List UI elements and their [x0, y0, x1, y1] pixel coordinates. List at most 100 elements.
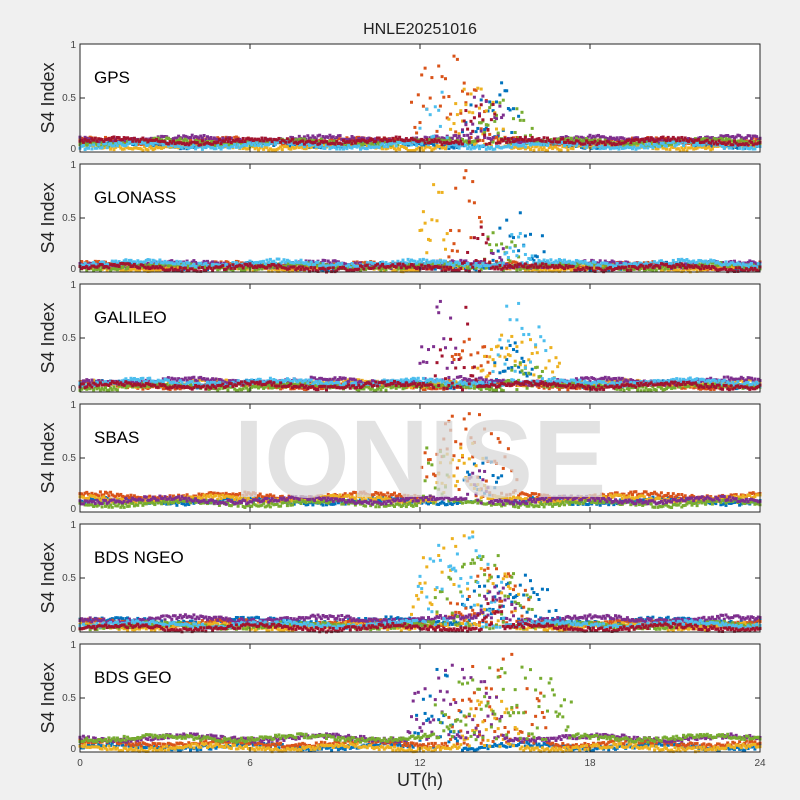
data-point: [226, 136, 230, 140]
data-point: [644, 145, 648, 149]
data-point: [491, 251, 495, 255]
data-point: [659, 136, 663, 140]
data-point: [355, 142, 359, 146]
data-point: [449, 136, 453, 140]
data-point: [459, 144, 463, 148]
data-point: [404, 146, 408, 150]
data-point: [496, 138, 500, 142]
data-point: [95, 142, 99, 146]
chart-title: HNLE20251016: [363, 21, 477, 38]
data-point: [393, 268, 396, 272]
data-point: [155, 138, 158, 142]
data-point: [95, 146, 99, 150]
data-point: [437, 138, 441, 142]
data-point: [597, 141, 600, 145]
data-point: [654, 141, 658, 145]
data-point: [649, 138, 653, 142]
data-point: [612, 142, 616, 146]
data-point: [124, 258, 128, 262]
data-point: [92, 141, 96, 145]
data-point: [415, 139, 419, 143]
data-point: [591, 141, 595, 145]
data-point: [369, 262, 373, 266]
data-point: [231, 139, 235, 143]
data-point: [581, 144, 585, 148]
data-point: [515, 135, 519, 139]
data-point: [625, 140, 629, 144]
data-point: [710, 136, 714, 140]
data-point: [121, 141, 124, 145]
data-point: [692, 261, 696, 265]
data-point: [326, 268, 330, 272]
data-point: [447, 255, 451, 259]
data-point: [301, 263, 305, 267]
data-point: [479, 98, 483, 102]
data-point: [608, 261, 612, 265]
data-point: [462, 81, 466, 85]
data-point: [370, 143, 374, 147]
data-point: [296, 138, 300, 142]
data-point: [527, 138, 531, 142]
data-point: [619, 260, 623, 264]
data-point: [705, 141, 709, 145]
data-point: [156, 136, 160, 140]
data-point: [624, 260, 628, 264]
data-point: [464, 103, 468, 107]
data-point: [624, 146, 628, 150]
data-point: [408, 138, 412, 142]
data-point: [381, 139, 385, 143]
data-point: [646, 260, 650, 264]
data-point: [299, 261, 303, 265]
data-point: [267, 260, 271, 264]
data-point: [605, 265, 609, 269]
data-point: [515, 137, 519, 141]
data-point: [304, 140, 308, 144]
data-point: [391, 136, 395, 140]
data-point: [231, 264, 235, 268]
data-point: [401, 266, 405, 270]
data-point: [340, 144, 344, 148]
data-point: [506, 107, 510, 111]
data-point: [83, 148, 87, 152]
data-point: [564, 144, 568, 148]
data-point: [416, 93, 420, 97]
data-point: [464, 123, 468, 127]
data-point: [336, 142, 340, 146]
data-point: [668, 148, 672, 152]
data-point: [678, 139, 682, 143]
data-point: [440, 143, 444, 147]
data-point: [427, 141, 430, 145]
data-point: [455, 144, 459, 148]
data-point: [588, 139, 592, 143]
data-point: [336, 264, 340, 268]
data-point: [551, 147, 555, 151]
data-point: [427, 138, 430, 142]
data-point: [508, 259, 512, 263]
data-point: [595, 134, 599, 138]
data-point: [85, 268, 89, 272]
data-point: [172, 141, 175, 145]
data-point: [501, 139, 505, 143]
data-point: [637, 140, 641, 144]
data-point: [688, 146, 692, 150]
data-point: [702, 142, 706, 146]
data-point: [522, 118, 526, 122]
data-point: [117, 144, 121, 148]
data-point: [386, 143, 390, 147]
data-point: [445, 140, 449, 144]
data-point: [744, 144, 748, 148]
data-point: [632, 145, 636, 149]
data-point: [495, 100, 498, 104]
data-point: [319, 137, 323, 141]
data-point: [457, 266, 461, 270]
data-point: [629, 141, 633, 145]
data-point: [512, 236, 515, 240]
data-point: [537, 142, 541, 146]
data-point: [518, 267, 522, 271]
data-point: [634, 137, 638, 141]
data-point: [342, 142, 345, 146]
data-point: [144, 138, 148, 142]
data-point: [705, 146, 709, 150]
data-point: [134, 138, 138, 142]
data-point: [403, 142, 407, 146]
